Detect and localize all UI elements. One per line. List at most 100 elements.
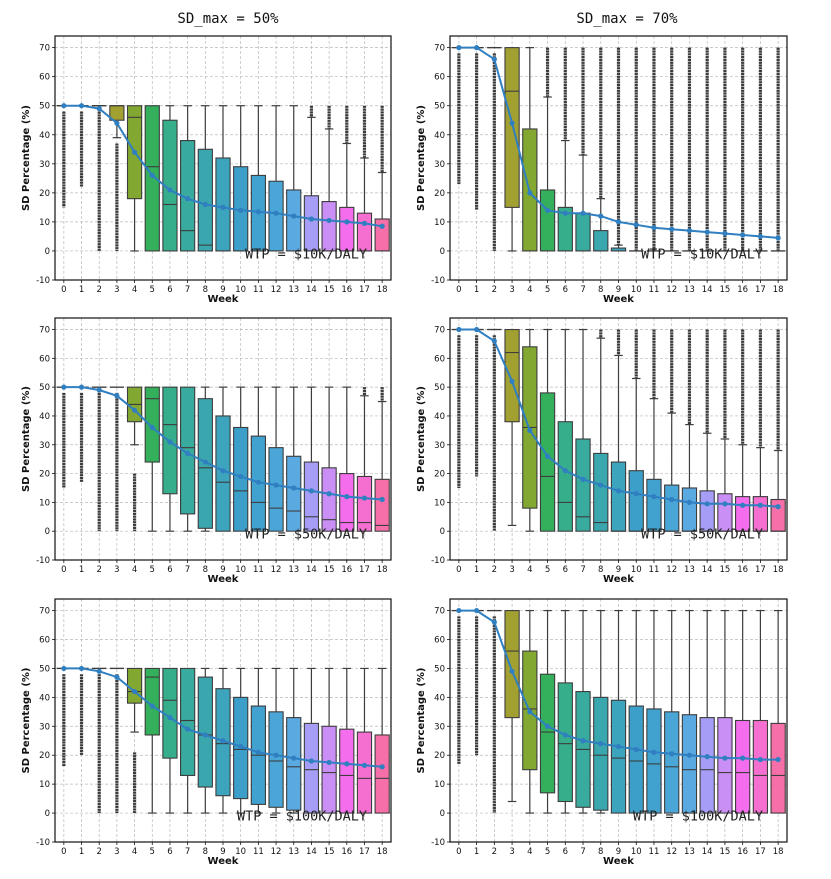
mean-point-week-6 bbox=[562, 210, 568, 216]
y-tick-label: 60 bbox=[39, 73, 50, 83]
x-axis-label: Week bbox=[603, 294, 634, 305]
x-tick-label: 16 bbox=[341, 285, 352, 295]
y-axis-label: SD Percentage (%) bbox=[21, 105, 32, 211]
mean-point-week-2 bbox=[96, 387, 102, 393]
x-tick-label: 0 bbox=[61, 847, 66, 857]
y-tick-label: 50 bbox=[39, 664, 50, 674]
y-tick-label: 40 bbox=[434, 412, 445, 422]
y-tick-label: 70 bbox=[434, 44, 445, 54]
box-week-9 bbox=[610, 699, 627, 814]
wtp-annotation: WTP = $100K/DALY bbox=[237, 809, 367, 825]
mean-point-week-13 bbox=[686, 499, 693, 505]
mean-point-week-13 bbox=[291, 755, 297, 761]
mean-point-week-15 bbox=[722, 230, 728, 237]
mean-point-week-6 bbox=[167, 439, 173, 445]
y-axis-label: SD Percentage (%) bbox=[21, 386, 32, 492]
box-week-17 bbox=[356, 731, 373, 814]
x-tick-label: 3 bbox=[509, 565, 514, 575]
box-week-7 bbox=[575, 438, 591, 532]
box-week-13 bbox=[681, 714, 698, 814]
x-tick-label: 5 bbox=[545, 285, 550, 295]
box-week-14 bbox=[699, 490, 715, 532]
box-week-17 bbox=[356, 212, 373, 252]
mean-point-week-7 bbox=[580, 210, 586, 216]
mean-point-week-13 bbox=[686, 752, 693, 758]
y-tick-label: 60 bbox=[434, 73, 445, 83]
y-tick-label: 20 bbox=[434, 470, 445, 480]
x-tick-label: 3 bbox=[509, 847, 514, 857]
x-tick-label: 16 bbox=[341, 847, 352, 857]
box-week-10 bbox=[233, 426, 249, 532]
mean-point-week-1 bbox=[78, 665, 85, 672]
mean-point-week-9 bbox=[615, 743, 622, 750]
mean-point-week-4 bbox=[527, 190, 533, 196]
box-week-7 bbox=[575, 212, 591, 252]
y-tick-label: 30 bbox=[434, 160, 445, 170]
mean-point-week-11 bbox=[651, 494, 657, 500]
x-tick-label: 17 bbox=[755, 565, 766, 575]
mean-point-week-3 bbox=[114, 674, 120, 680]
mean-point-week-5 bbox=[544, 207, 551, 213]
y-tick-label: 30 bbox=[434, 722, 445, 732]
mean-point-week-14 bbox=[704, 754, 710, 760]
x-tick-label: 6 bbox=[563, 847, 568, 857]
box-week-16 bbox=[339, 206, 355, 252]
mean-point-week-8 bbox=[202, 732, 208, 738]
wtp-annotation: WTP = $10K/DALY bbox=[245, 247, 367, 263]
x-tick-label: 11 bbox=[253, 847, 264, 857]
y-tick-label: 20 bbox=[434, 751, 445, 761]
x-tick-label: 3 bbox=[114, 285, 119, 295]
box-week-14 bbox=[303, 722, 320, 814]
x-tick-label: 2 bbox=[96, 847, 101, 857]
mean-point-week-3 bbox=[509, 668, 515, 674]
x-tick-label: 1 bbox=[474, 285, 479, 295]
y-axis-label: SD Percentage (%) bbox=[416, 105, 427, 211]
mean-point-week-14 bbox=[704, 229, 710, 235]
x-tick-label: 15 bbox=[324, 285, 335, 295]
x-tick-label: 6 bbox=[167, 565, 172, 575]
x-tick-label: 9 bbox=[220, 847, 225, 857]
y-tick-label: 60 bbox=[434, 354, 445, 364]
box-week-7 bbox=[180, 667, 196, 777]
x-tick-label: 5 bbox=[150, 565, 155, 575]
y-tick-label: 70 bbox=[434, 607, 445, 617]
mean-point-week-4 bbox=[527, 709, 533, 715]
x-tick-label: 15 bbox=[324, 565, 335, 575]
x-tick-label: 3 bbox=[509, 285, 514, 295]
mean-point-week-12 bbox=[669, 496, 675, 503]
box-week-5 bbox=[539, 673, 556, 794]
column-title-sd-max-70: SD_max = 70% bbox=[576, 11, 678, 27]
x-tick-label: 0 bbox=[456, 847, 461, 857]
mean-point-week-5 bbox=[149, 703, 155, 709]
box-week-8 bbox=[593, 696, 609, 811]
mean-point-week-2 bbox=[491, 619, 497, 625]
mean-point-week-18 bbox=[379, 496, 385, 503]
x-tick-label: 2 bbox=[492, 565, 497, 575]
mean-point-week-10 bbox=[633, 222, 639, 228]
box-week-17 bbox=[752, 719, 769, 814]
mean-point-week-11 bbox=[255, 209, 261, 215]
x-tick-label: 1 bbox=[79, 285, 84, 295]
y-tick-label: -10 bbox=[36, 276, 50, 286]
x-tick-label: 3 bbox=[114, 565, 119, 575]
mean-point-week-11 bbox=[255, 479, 261, 485]
mean-point-week-5 bbox=[544, 453, 551, 459]
box-week-15 bbox=[321, 201, 337, 252]
x-tick-label: 12 bbox=[666, 847, 677, 857]
y-tick-label: 30 bbox=[39, 441, 50, 451]
mean-point-week-9 bbox=[220, 738, 226, 744]
x-tick-label: 6 bbox=[167, 285, 172, 295]
x-tick-label: 16 bbox=[341, 565, 352, 575]
x-tick-label: 10 bbox=[631, 847, 642, 857]
mean-point-week-4 bbox=[131, 688, 138, 695]
x-tick-label: 8 bbox=[203, 565, 208, 575]
y-tick-label: 50 bbox=[434, 102, 445, 112]
mean-point-week-12 bbox=[273, 482, 279, 488]
y-tick-label: 50 bbox=[39, 383, 50, 393]
x-tick-label: 2 bbox=[96, 565, 101, 575]
x-tick-label: 9 bbox=[220, 285, 225, 295]
y-tick-label: 10 bbox=[434, 498, 445, 508]
x-tick-label: 7 bbox=[580, 847, 585, 857]
